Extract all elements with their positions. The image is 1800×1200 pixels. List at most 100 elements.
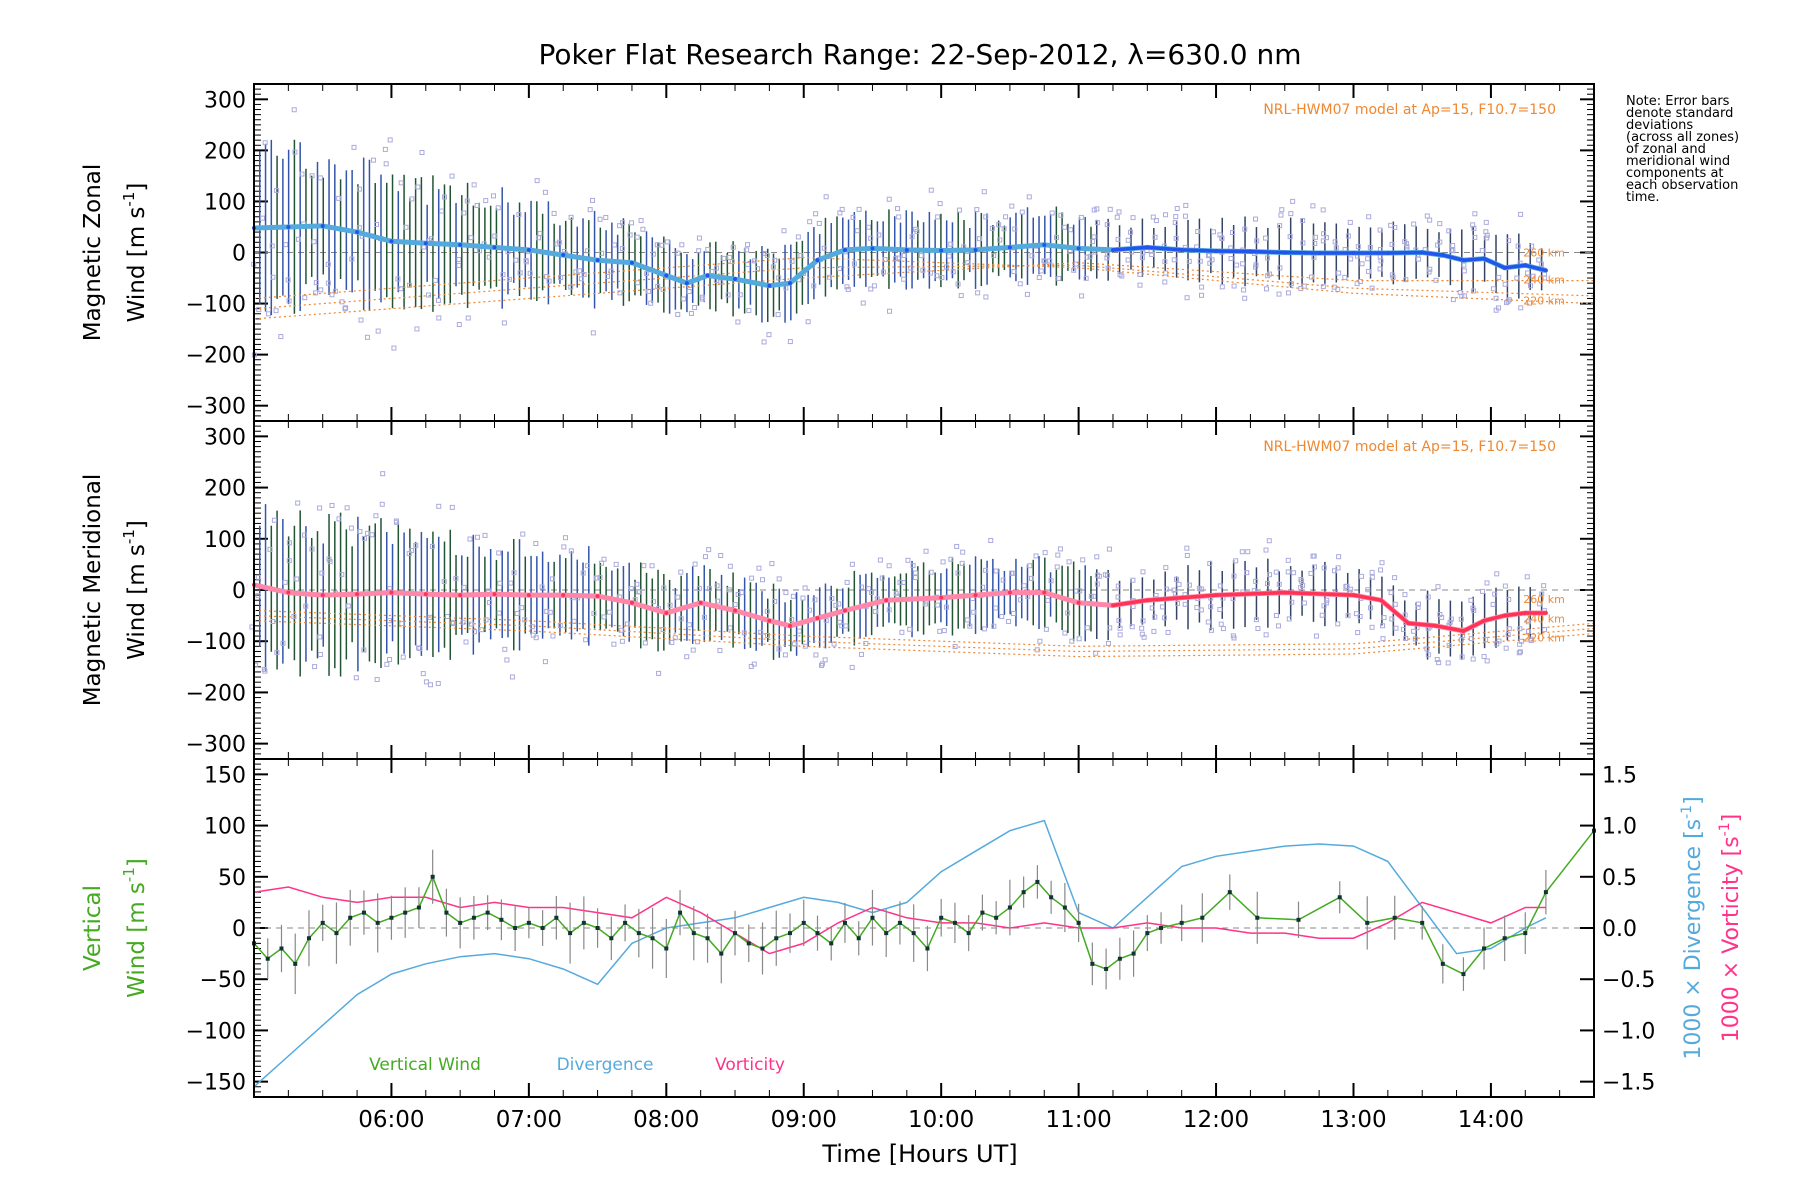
zone-sample [798, 252, 804, 258]
mean-wind-point [423, 592, 428, 597]
zone-sample [580, 570, 586, 576]
mean-wind-point [561, 593, 566, 598]
zone-sample [1365, 587, 1371, 593]
zone-sample [1289, 599, 1295, 605]
vertical-wind-point [801, 920, 806, 925]
mean-wind-point [320, 223, 325, 228]
y-axis-label-line1: Vertical [80, 885, 106, 971]
zone-sample [427, 682, 433, 688]
zone-sample [1115, 594, 1121, 600]
zone-sample [513, 257, 519, 263]
zone-sample [576, 268, 582, 274]
axis-label-end: ] [1719, 814, 1744, 823]
zone-sample [502, 646, 508, 652]
zone-sample [1415, 604, 1421, 610]
vertical-wind-point [1255, 915, 1260, 920]
zone-sample [1253, 578, 1259, 584]
zone-sample [1437, 221, 1443, 227]
zone-sample [403, 224, 409, 230]
zone-sample [1029, 575, 1035, 581]
zone-sample [1332, 568, 1338, 574]
zone-sample [317, 175, 323, 181]
zone-sample [948, 556, 954, 562]
zone-sample [868, 286, 874, 292]
axis-label-sup: -1 [1679, 805, 1695, 819]
mean-wind-point [355, 592, 360, 597]
model-altitude-label: 220 km [1523, 295, 1565, 308]
zone-sample [474, 202, 480, 208]
mean-wind-point [767, 283, 772, 288]
zone-sample [519, 605, 525, 611]
zone-sample [989, 225, 995, 231]
model-curve [253, 615, 1595, 653]
zone-sample [1049, 210, 1055, 216]
zone-sample [715, 598, 721, 604]
y-tick-label: 200 [204, 139, 246, 164]
zone-sample [871, 283, 877, 289]
zone-sample [927, 270, 933, 276]
mean-wind-point [884, 598, 889, 603]
zone-sample [908, 265, 914, 271]
vertical-wind-point [540, 926, 545, 930]
zone-sample [620, 220, 626, 226]
zone-sample [1437, 611, 1443, 617]
y-tick-label: 100 [204, 815, 246, 840]
axis-label-part: ] [124, 183, 150, 192]
zone-sample [1194, 605, 1200, 611]
mean-wind-point [526, 247, 531, 252]
zone-sample [1321, 231, 1327, 237]
zone-sample [291, 614, 297, 620]
zone-sample [1107, 206, 1113, 212]
zone-sample [1517, 626, 1523, 632]
x-tick-label: 14:00 [1458, 1107, 1524, 1133]
zone-sample [1137, 271, 1143, 277]
zone-sample [522, 617, 528, 623]
zone-sample [585, 248, 591, 254]
zone-sample [686, 289, 692, 295]
zone-sample [1529, 243, 1535, 249]
vertical-wind-point [980, 910, 985, 915]
zone-sample [504, 657, 510, 663]
zone-sample [860, 300, 866, 306]
zone-sample [1291, 570, 1297, 576]
zone-sample [1104, 255, 1110, 261]
y2-tick-label: −1.0 [1602, 1019, 1655, 1044]
vertical-wind-point [1420, 920, 1425, 925]
vertical-wind-point [1145, 931, 1150, 936]
zone-sample [262, 140, 268, 146]
mean-wind-line [1112, 245, 1547, 273]
mean-wind-point [1502, 613, 1507, 618]
zone-sample [907, 626, 913, 632]
vertical-wind-point [1117, 956, 1122, 961]
zone-sample [432, 277, 438, 283]
zone-sample [1424, 646, 1430, 652]
zone-sample [1211, 229, 1217, 235]
zone-sample [1105, 252, 1111, 258]
zone-sample [369, 532, 375, 538]
zone-sample [1048, 578, 1054, 584]
zone-sample [1311, 564, 1317, 570]
zone-sample [713, 265, 719, 271]
mean-wind-point [1042, 590, 1047, 595]
zone-sample [1285, 569, 1291, 575]
zone-sample [520, 531, 526, 537]
zone-sample [1106, 546, 1112, 552]
zone-sample [280, 640, 286, 646]
zone-sample [1217, 607, 1223, 613]
zone-sample [361, 535, 367, 541]
zone-sample [556, 239, 562, 245]
zone-sample [699, 294, 705, 300]
zone-sample [1149, 605, 1155, 611]
zone-sample [533, 635, 539, 641]
zone-sample [436, 503, 442, 509]
vertical-wind-point [334, 931, 339, 936]
mean-wind-point [1145, 598, 1150, 603]
zone-sample [1411, 221, 1417, 227]
zone-sample [1320, 284, 1326, 290]
zone-sample [960, 549, 966, 555]
zone-sample [1528, 283, 1534, 289]
zone-sample [1182, 601, 1188, 607]
zone-sample [1263, 632, 1269, 638]
zone-sample [1539, 591, 1545, 597]
zone-sample [511, 570, 517, 576]
